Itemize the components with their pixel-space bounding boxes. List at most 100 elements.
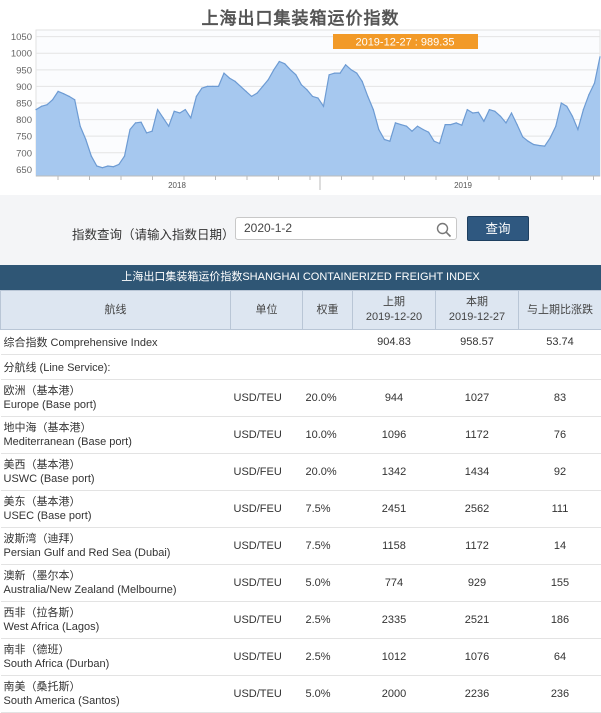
- curr-cell: 2521: [436, 602, 519, 639]
- comprehensive-change: 53.74: [519, 330, 601, 355]
- route-cn: 美西（基本港）: [4, 458, 228, 472]
- data-point: [63, 93, 64, 94]
- unit-cell: USD/TEU: [231, 417, 303, 454]
- data-point: [329, 74, 330, 75]
- data-point: [345, 64, 346, 65]
- unit-cell: USD/TEU: [231, 528, 303, 565]
- data-point: [351, 69, 352, 70]
- data-point: [152, 131, 153, 132]
- data-point: [533, 144, 534, 145]
- data-point: [594, 83, 595, 84]
- prev-cell: 774: [353, 565, 436, 602]
- data-point: [91, 156, 92, 157]
- change-cell: 64: [519, 639, 601, 676]
- header-curr-date: 2019-12-27: [438, 310, 516, 325]
- data-point: [201, 88, 202, 89]
- weight-cell: 2.5%: [303, 602, 353, 639]
- data-point: [96, 165, 97, 166]
- data-point: [400, 124, 401, 125]
- curr-cell: 1434: [436, 454, 519, 491]
- route-cn: 美东（基本港）: [4, 495, 228, 509]
- comprehensive-curr: 958.57: [436, 330, 519, 355]
- data-point: [240, 86, 241, 87]
- data-point: [511, 112, 512, 113]
- weight-cell: 2.5%: [303, 639, 353, 676]
- data-point: [174, 111, 175, 112]
- data-point: [505, 122, 506, 123]
- x-tick-label: 2019: [454, 181, 472, 190]
- header-weight: 权重: [303, 291, 353, 330]
- weight-cell: 7.5%: [303, 491, 353, 528]
- header-unit: 单位: [231, 291, 303, 330]
- route-cell: 西非（拉各斯）West Africa (Lagos): [1, 602, 231, 639]
- route-cn: 西非（拉各斯）: [4, 606, 228, 620]
- data-point: [273, 69, 274, 70]
- unit-cell: USD/TEU: [231, 380, 303, 417]
- data-point: [312, 96, 313, 97]
- prev-cell: 1012: [353, 639, 436, 676]
- date-input[interactable]: 2020-1-2: [235, 217, 457, 240]
- prev-cell: 2451: [353, 491, 436, 528]
- table-row: 澳新（墨尔本）Australia/New Zealand (Melbourne)…: [1, 565, 601, 602]
- data-point: [85, 139, 86, 140]
- route-cn: 澳新（墨尔本）: [4, 569, 228, 583]
- data-point: [599, 56, 600, 57]
- data-point: [550, 137, 551, 138]
- route-en: Europe (Base port): [4, 398, 228, 412]
- prev-cell: 1342: [353, 454, 436, 491]
- data-point: [179, 112, 180, 113]
- data-point: [334, 73, 335, 74]
- prev-cell: 1096: [353, 417, 436, 454]
- section-row: 分航线 (Line Service):: [1, 355, 601, 380]
- data-point: [588, 94, 589, 95]
- data-point: [340, 73, 341, 74]
- prev-cell: 944: [353, 380, 436, 417]
- data-point: [141, 122, 142, 123]
- data-point: [218, 86, 219, 87]
- table-row: 波斯湾（迪拜）Persian Gulf and Red Sea (Dubai)U…: [1, 528, 601, 565]
- route-cell: 波斯湾（迪拜）Persian Gulf and Red Sea (Dubai): [1, 528, 231, 565]
- comprehensive-weight: [303, 330, 353, 355]
- data-point: [517, 124, 518, 125]
- data-point: [290, 69, 291, 70]
- curr-cell: 2236: [436, 676, 519, 713]
- data-point: [583, 109, 584, 110]
- data-point: [461, 125, 462, 126]
- header-prev-date: 2019-12-20: [355, 310, 433, 325]
- route-cn: 欧洲（基本港）: [4, 384, 228, 398]
- data-point: [74, 99, 75, 100]
- data-point: [113, 166, 114, 167]
- data-point: [129, 129, 130, 130]
- header-curr-label: 本期: [438, 295, 516, 310]
- data-point: [135, 122, 136, 123]
- search-icon[interactable]: [436, 222, 452, 238]
- data-point: [35, 109, 36, 110]
- unit-cell: USD/TEU: [231, 602, 303, 639]
- route-cn: 地中海（基本港）: [4, 421, 228, 435]
- query-button[interactable]: 查询: [467, 216, 529, 241]
- data-point: [251, 96, 252, 97]
- prev-cell: 2335: [353, 602, 436, 639]
- data-point: [472, 112, 473, 113]
- data-point: [58, 91, 59, 92]
- unit-cell: USD/FEU: [231, 491, 303, 528]
- data-point: [301, 84, 302, 85]
- data-point: [389, 141, 390, 142]
- unit-cell: USD/TEU: [231, 565, 303, 602]
- weight-cell: 20.0%: [303, 454, 353, 491]
- data-point: [528, 141, 529, 142]
- search-bar: 指数查询（请输入指数日期）: 2020-1-2 查询: [0, 195, 601, 265]
- data-point: [212, 86, 213, 87]
- header-prev-label: 上期: [355, 295, 433, 310]
- data-point: [428, 132, 429, 133]
- data-point: [157, 109, 158, 110]
- section-label: 分航线 (Line Service):: [1, 355, 601, 380]
